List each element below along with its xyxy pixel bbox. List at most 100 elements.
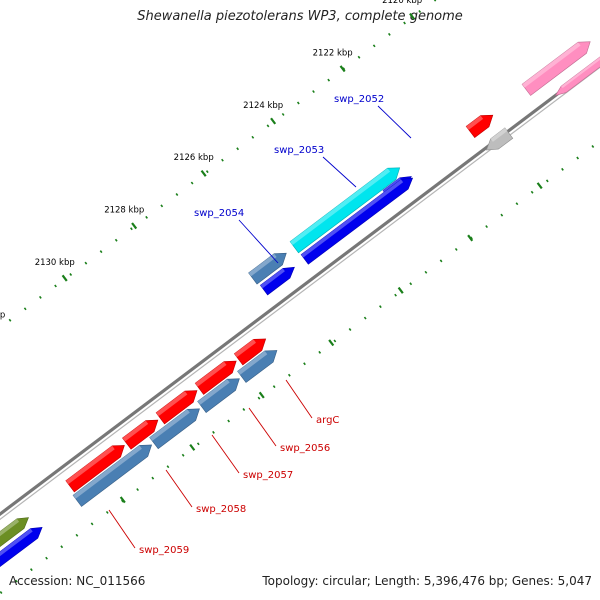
tick-labels: 2120 kbp 2122 kbp 2124 kbp 2126 kbp 2128 kbp… bbox=[0, 0, 422, 320]
gene-feature[interactable] bbox=[289, 167, 401, 254]
gene-feature[interactable] bbox=[122, 419, 159, 450]
minor-tick bbox=[272, 385, 276, 389]
gene-feature[interactable] bbox=[486, 127, 514, 151]
minor-tick bbox=[0, 590, 3, 594]
backbone-line bbox=[0, 59, 600, 517]
gene-label[interactable]: swp_2059 bbox=[139, 545, 189, 556]
minor-tick bbox=[318, 350, 322, 354]
major-tick bbox=[61, 274, 68, 282]
major-tick bbox=[467, 234, 474, 242]
minor-tick bbox=[90, 522, 94, 526]
gene-feature[interactable] bbox=[521, 41, 591, 96]
tick-label: 2126 kbp bbox=[174, 153, 214, 163]
minor-tick bbox=[181, 453, 185, 457]
major-tick bbox=[409, 12, 416, 20]
gene-feature[interactable] bbox=[197, 378, 240, 414]
gene-feature[interactable] bbox=[155, 390, 198, 425]
leader-line bbox=[211, 434, 240, 474]
minor-tick bbox=[14, 579, 18, 583]
minor-tick bbox=[363, 316, 367, 320]
minor-tick bbox=[515, 202, 519, 206]
major-tick bbox=[131, 222, 138, 230]
minor-tick bbox=[151, 476, 155, 480]
minor-tick bbox=[257, 396, 261, 400]
tick-label: 2122 kbp bbox=[313, 49, 353, 59]
minor-tick bbox=[130, 227, 133, 231]
minor-tick bbox=[303, 362, 306, 366]
major-tick bbox=[536, 182, 543, 190]
gene-label[interactable]: swp_2054 bbox=[194, 208, 244, 219]
accession-text: Accession: NC_011566 bbox=[9, 574, 146, 588]
minor-tick bbox=[227, 419, 231, 423]
gene-feature[interactable] bbox=[465, 114, 494, 139]
gene-feature[interactable] bbox=[233, 338, 267, 366]
minor-tick bbox=[196, 442, 200, 446]
minor-tick bbox=[454, 247, 458, 251]
gene-feature[interactable] bbox=[0, 527, 43, 574]
gene-label[interactable]: swp_2058 bbox=[196, 504, 246, 515]
gene-label[interactable]: swp_2053 bbox=[274, 145, 324, 156]
gene-feature[interactable] bbox=[194, 360, 237, 395]
map-title: Shewanella piezotolerans WP3, complete g… bbox=[137, 9, 463, 24]
minor-tick bbox=[403, 21, 406, 25]
minor-tick bbox=[54, 284, 57, 288]
minor-tick bbox=[591, 145, 595, 149]
minor-tick bbox=[379, 305, 382, 309]
minor-tick bbox=[394, 293, 397, 297]
minor-tick bbox=[190, 181, 194, 185]
genome-summary: Topology: circular; Length: 5,396,476 bp… bbox=[262, 574, 592, 588]
minor-tick bbox=[221, 158, 224, 162]
minor-tick bbox=[236, 147, 240, 151]
tick-label: 2120 kbp bbox=[382, 0, 422, 6]
minor-tick bbox=[136, 488, 139, 492]
gene-label[interactable]: swp_2056 bbox=[280, 443, 330, 454]
major-tick bbox=[328, 339, 335, 347]
minor-tick bbox=[251, 135, 255, 139]
minor-tick bbox=[105, 510, 109, 514]
minor-tick bbox=[8, 318, 12, 322]
major-tick bbox=[397, 286, 404, 294]
tick-label: 2128 kbp bbox=[104, 206, 144, 216]
minor-tick bbox=[160, 204, 164, 208]
gene-feature[interactable] bbox=[248, 252, 287, 285]
minor-tick bbox=[357, 55, 361, 59]
minor-tick bbox=[145, 215, 148, 219]
major-tick bbox=[119, 496, 126, 504]
minor-tick bbox=[242, 408, 246, 412]
gene-feature[interactable] bbox=[300, 177, 414, 265]
minor-tick bbox=[333, 339, 337, 343]
minor-tick bbox=[409, 282, 413, 286]
minor-tick bbox=[99, 250, 103, 254]
minor-tick bbox=[29, 568, 33, 572]
minor-tick bbox=[45, 556, 48, 560]
label-leader-lines bbox=[108, 105, 412, 549]
minor-tick bbox=[433, 0, 437, 2]
gene-label[interactable]: swp_2052 bbox=[334, 94, 384, 105]
minor-tick bbox=[212, 430, 215, 434]
genome-backbone bbox=[0, 59, 600, 521]
minor-tick bbox=[84, 261, 88, 265]
minor-tick bbox=[561, 167, 564, 171]
minor-tick bbox=[75, 533, 79, 537]
major-tick bbox=[189, 443, 196, 451]
gene-feature[interactable] bbox=[259, 266, 295, 296]
gene-feature[interactable] bbox=[0, 517, 29, 562]
gene-feature[interactable] bbox=[237, 350, 278, 383]
gene-labels: swp_2052 swp_2053 swp_2054 argC swp_2056 swp_… bbox=[139, 94, 384, 556]
minor-tick bbox=[485, 225, 489, 229]
gene-feature[interactable] bbox=[554, 56, 600, 96]
gene-label[interactable]: swp_2057 bbox=[243, 470, 293, 481]
gene-feature[interactable] bbox=[65, 445, 125, 493]
minor-tick bbox=[500, 213, 504, 217]
gene-label[interactable]: argC bbox=[316, 415, 339, 426]
minor-tick bbox=[166, 465, 170, 469]
minor-tick bbox=[287, 373, 291, 377]
gene-feature[interactable] bbox=[149, 408, 200, 450]
minor-tick bbox=[545, 179, 549, 183]
minor-tick bbox=[281, 112, 285, 116]
minor-tick bbox=[327, 78, 331, 82]
major-tick bbox=[258, 391, 265, 399]
minor-tick bbox=[296, 101, 300, 105]
gene-feature[interactable] bbox=[72, 444, 153, 507]
